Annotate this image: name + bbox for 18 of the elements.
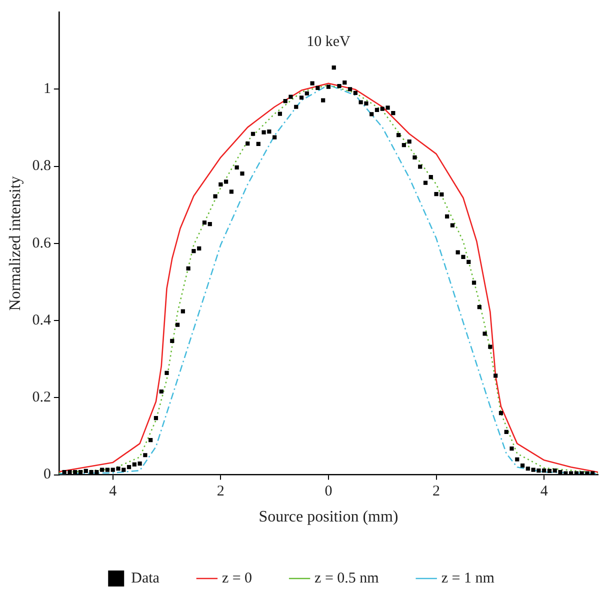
y-tick-label: 0.4 (32, 312, 52, 328)
x-tick-label: 2 (216, 484, 224, 500)
annotation: 10 keV (306, 34, 351, 50)
y-tick-label: 0.8 (32, 158, 51, 174)
x-axis-title: Source position (mm) (258, 508, 398, 526)
y-tick-label: 0.2 (32, 390, 51, 406)
legend-label: z = 1 nm (441, 570, 495, 586)
x-tick-label: 4 (540, 484, 548, 500)
x-tick-label: 0 (324, 484, 332, 500)
legend-label: z = 0.5 nm (314, 570, 380, 586)
y-tick-label: 0 (43, 466, 51, 483)
x-tick-label: 2 (432, 484, 440, 500)
x-tick-label: 4 (109, 484, 118, 500)
y-axis-title: Normalized intensity (6, 176, 24, 311)
legend-label: Data (131, 570, 160, 586)
y-tick-label: 0.6 (32, 235, 52, 252)
y-tick-label: 1 (43, 81, 51, 98)
legend-label: z = 0 (222, 570, 252, 586)
